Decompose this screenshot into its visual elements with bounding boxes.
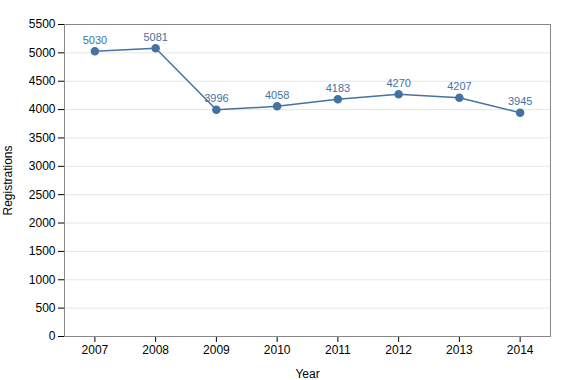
svg-text:5500: 5500 bbox=[29, 17, 56, 31]
svg-text:0: 0 bbox=[49, 329, 56, 343]
svg-text:Year: Year bbox=[295, 367, 319, 380]
svg-text:3996: 3996 bbox=[204, 92, 228, 104]
svg-text:4058: 4058 bbox=[265, 89, 289, 101]
svg-text:2010: 2010 bbox=[264, 343, 291, 357]
svg-text:500: 500 bbox=[35, 301, 55, 315]
svg-text:2011: 2011 bbox=[325, 343, 351, 357]
svg-text:4000: 4000 bbox=[29, 102, 56, 116]
svg-text:2012: 2012 bbox=[385, 343, 412, 357]
svg-text:4207: 4207 bbox=[447, 80, 471, 92]
svg-text:2014: 2014 bbox=[507, 343, 534, 357]
svg-text:5000: 5000 bbox=[29, 46, 56, 60]
svg-text:4500: 4500 bbox=[29, 74, 56, 88]
svg-text:4183: 4183 bbox=[326, 82, 350, 94]
svg-text:2500: 2500 bbox=[29, 188, 56, 202]
svg-text:2007: 2007 bbox=[82, 343, 109, 357]
svg-text:1000: 1000 bbox=[29, 273, 56, 287]
svg-text:2000: 2000 bbox=[29, 216, 56, 230]
svg-text:2013: 2013 bbox=[446, 343, 473, 357]
svg-text:Registrations: Registrations bbox=[1, 145, 15, 215]
svg-text:5030: 5030 bbox=[83, 34, 107, 46]
svg-text:2009: 2009 bbox=[203, 343, 230, 357]
svg-text:3945: 3945 bbox=[508, 95, 532, 107]
svg-text:2008: 2008 bbox=[142, 343, 169, 357]
svg-text:3500: 3500 bbox=[29, 131, 56, 145]
svg-text:3000: 3000 bbox=[29, 159, 56, 173]
svg-text:5081: 5081 bbox=[143, 31, 167, 43]
svg-text:4270: 4270 bbox=[386, 77, 410, 89]
svg-text:1500: 1500 bbox=[29, 244, 56, 258]
